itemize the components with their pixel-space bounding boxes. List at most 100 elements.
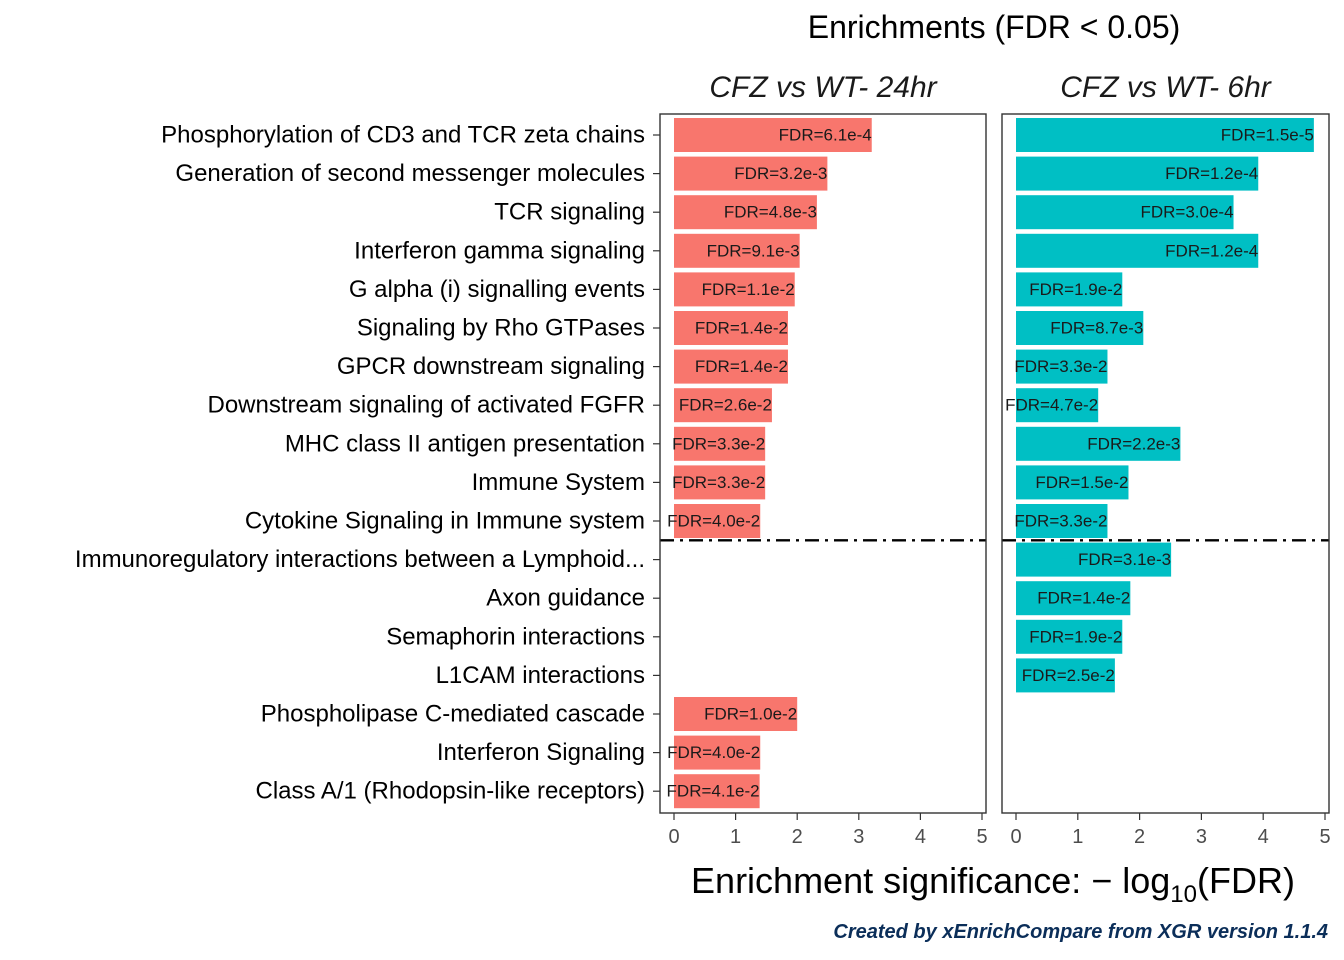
- bar: [674, 272, 795, 307]
- category-label: Axon guidance: [486, 585, 645, 612]
- bar: [674, 118, 872, 152]
- category-label: Phospholipase C-mediated cascade: [261, 701, 645, 728]
- bar: [1016, 426, 1181, 461]
- bar: [674, 426, 766, 461]
- bar: [674, 349, 788, 384]
- category-label: TCR signaling: [494, 199, 645, 226]
- category-label: L1CAM interactions: [436, 662, 645, 689]
- x-tick-label: 1: [1072, 826, 1083, 848]
- bar-group: FDR=1.5e-5 FDR=1.2e-4 FDR=3.0e-4 FDR=1.2e-4…: [1005, 118, 1314, 693]
- x-tick-label: 3: [1196, 826, 1207, 848]
- x-axis-label: Enrichment significance: − log10(FDR): [691, 860, 1295, 908]
- bar-label: FDR=1.2e-4: [1165, 241, 1258, 260]
- x-tick-label: 4: [1258, 826, 1269, 848]
- x-tick-label: 1: [730, 826, 741, 848]
- bar-label: FDR=6.1e-4: [779, 126, 872, 145]
- bar: [674, 233, 800, 268]
- bar: [674, 465, 766, 500]
- x-tick-label: 4: [915, 826, 926, 848]
- category-label: Interferon gamma signaling: [354, 237, 645, 264]
- bar: [1016, 156, 1259, 191]
- bar-label: FDR=1.5e-5: [1221, 126, 1314, 145]
- facet-panel: CFZ vs WT- 6hr FDR=1.5e-5 FDR=1.2e-4 FDR=3.…: [1001, 71, 1331, 848]
- bar: [674, 774, 760, 809]
- bar: [674, 697, 798, 731]
- bar-label: FDR=3.3e-2: [1014, 357, 1107, 376]
- x-tick-label: 2: [1134, 826, 1145, 848]
- bar: [1016, 349, 1108, 384]
- facet-panel: CFZ vs WT- 24hr FDR=6.1e-4 FDR=3.2e-3 FDR=4…: [659, 71, 988, 848]
- x-tick-label: 3: [853, 826, 864, 848]
- panel-border: [1001, 113, 1330, 814]
- facet-title: CFZ vs WT- 6hr: [1060, 71, 1272, 104]
- category-label: Class A/1 (Rhodopsin-like receptors): [256, 778, 646, 805]
- x-tick-label: 0: [668, 826, 679, 848]
- bar-label: FDR=9.1e-3: [707, 241, 800, 260]
- bar-label: FDR=4.8e-3: [724, 203, 817, 222]
- bar: [674, 311, 788, 345]
- bar: [1016, 311, 1144, 345]
- bar-label: FDR=2.5e-2: [1022, 666, 1115, 685]
- bar: [1016, 619, 1123, 654]
- bar-label: FDR=1.2e-4: [1165, 164, 1258, 183]
- category-label: Downstream signaling of activated FGFR: [207, 392, 645, 419]
- bar: [1016, 504, 1108, 538]
- bar-label: FDR=1.4e-2: [1037, 589, 1130, 608]
- category-label: Signaling by Rho GTPases: [357, 315, 645, 342]
- bar-label: FDR=1.5e-2: [1035, 473, 1128, 492]
- bar-label: FDR=1.1e-2: [702, 280, 795, 299]
- bar-label: FDR=3.3e-2: [672, 473, 765, 492]
- x-tick-label: 0: [1010, 826, 1021, 848]
- category-label: Phosphorylation of CD3 and TCR zeta chai…: [161, 122, 645, 149]
- category-label: G alpha (i) signalling events: [349, 276, 645, 303]
- category-label: Immune System: [472, 469, 645, 496]
- x-tick-label: 2: [792, 826, 803, 848]
- bar-label: FDR=2.2e-3: [1087, 434, 1180, 453]
- bar-label: FDR=4.0e-2: [667, 512, 760, 531]
- bar-label: FDR=8.7e-3: [1050, 319, 1143, 338]
- bar-label: FDR=4.7e-2: [1005, 396, 1098, 415]
- bar-label: FDR=3.0e-4: [1140, 203, 1233, 222]
- bar: [674, 735, 761, 770]
- category-labels: Phosphorylation of CD3 and TCR zeta chai…: [75, 122, 660, 805]
- credit-text: Created by xEnrichCompare from XGR versi…: [833, 921, 1328, 943]
- chart-title: Enrichments (FDR < 0.05): [808, 9, 1181, 45]
- bar-label: FDR=1.0e-2: [704, 705, 797, 724]
- bar-label: FDR=1.4e-2: [695, 319, 788, 338]
- x-tick-label: 5: [976, 826, 987, 848]
- bar-label: FDR=3.1e-3: [1078, 550, 1171, 569]
- category-label: Immunoregulatory interactions between a …: [75, 546, 645, 573]
- bar: [674, 195, 817, 230]
- bar-label: FDR=3.3e-2: [1014, 512, 1107, 531]
- bar: [1016, 658, 1115, 693]
- bar-group: FDR=6.1e-4 FDR=3.2e-3 FDR=4.8e-3 FDR=9.1e-3…: [667, 118, 872, 809]
- category-label: Semaphorin interactions: [386, 623, 645, 650]
- bar: [1016, 118, 1314, 152]
- bar-label: FDR=1.4e-2: [695, 357, 788, 376]
- bar: [1016, 233, 1259, 268]
- bar-label: FDR=4.1e-2: [667, 782, 760, 801]
- x-tick-label: 5: [1319, 826, 1330, 848]
- category-label: Interferon Signaling: [437, 739, 645, 766]
- category-label: Generation of second messenger molecules: [175, 160, 645, 187]
- bar: [674, 388, 772, 423]
- bar: [674, 156, 828, 191]
- bar: [1016, 272, 1123, 307]
- facet-panels: CFZ vs WT- 24hr FDR=6.1e-4 FDR=3.2e-3 FDR=4…: [659, 71, 1331, 848]
- panel-border: [659, 113, 987, 814]
- bar-label: FDR=4.0e-2: [667, 743, 760, 762]
- bar: [1016, 542, 1172, 577]
- bar-label: FDR=2.6e-2: [679, 396, 772, 415]
- bar-label: FDR=1.9e-2: [1029, 627, 1122, 646]
- bar: [1016, 581, 1131, 616]
- category-label: GPCR downstream signaling: [337, 353, 645, 380]
- bar: [674, 504, 761, 538]
- bar: [1016, 388, 1099, 423]
- category-label: MHC class II antigen presentation: [285, 430, 645, 457]
- bar-label: FDR=3.3e-2: [672, 434, 765, 453]
- bar: [1016, 195, 1234, 230]
- category-label: Cytokine Signaling in Immune system: [245, 508, 645, 535]
- bar-label: FDR=1.9e-2: [1029, 280, 1122, 299]
- facet-title: CFZ vs WT- 24hr: [709, 71, 937, 104]
